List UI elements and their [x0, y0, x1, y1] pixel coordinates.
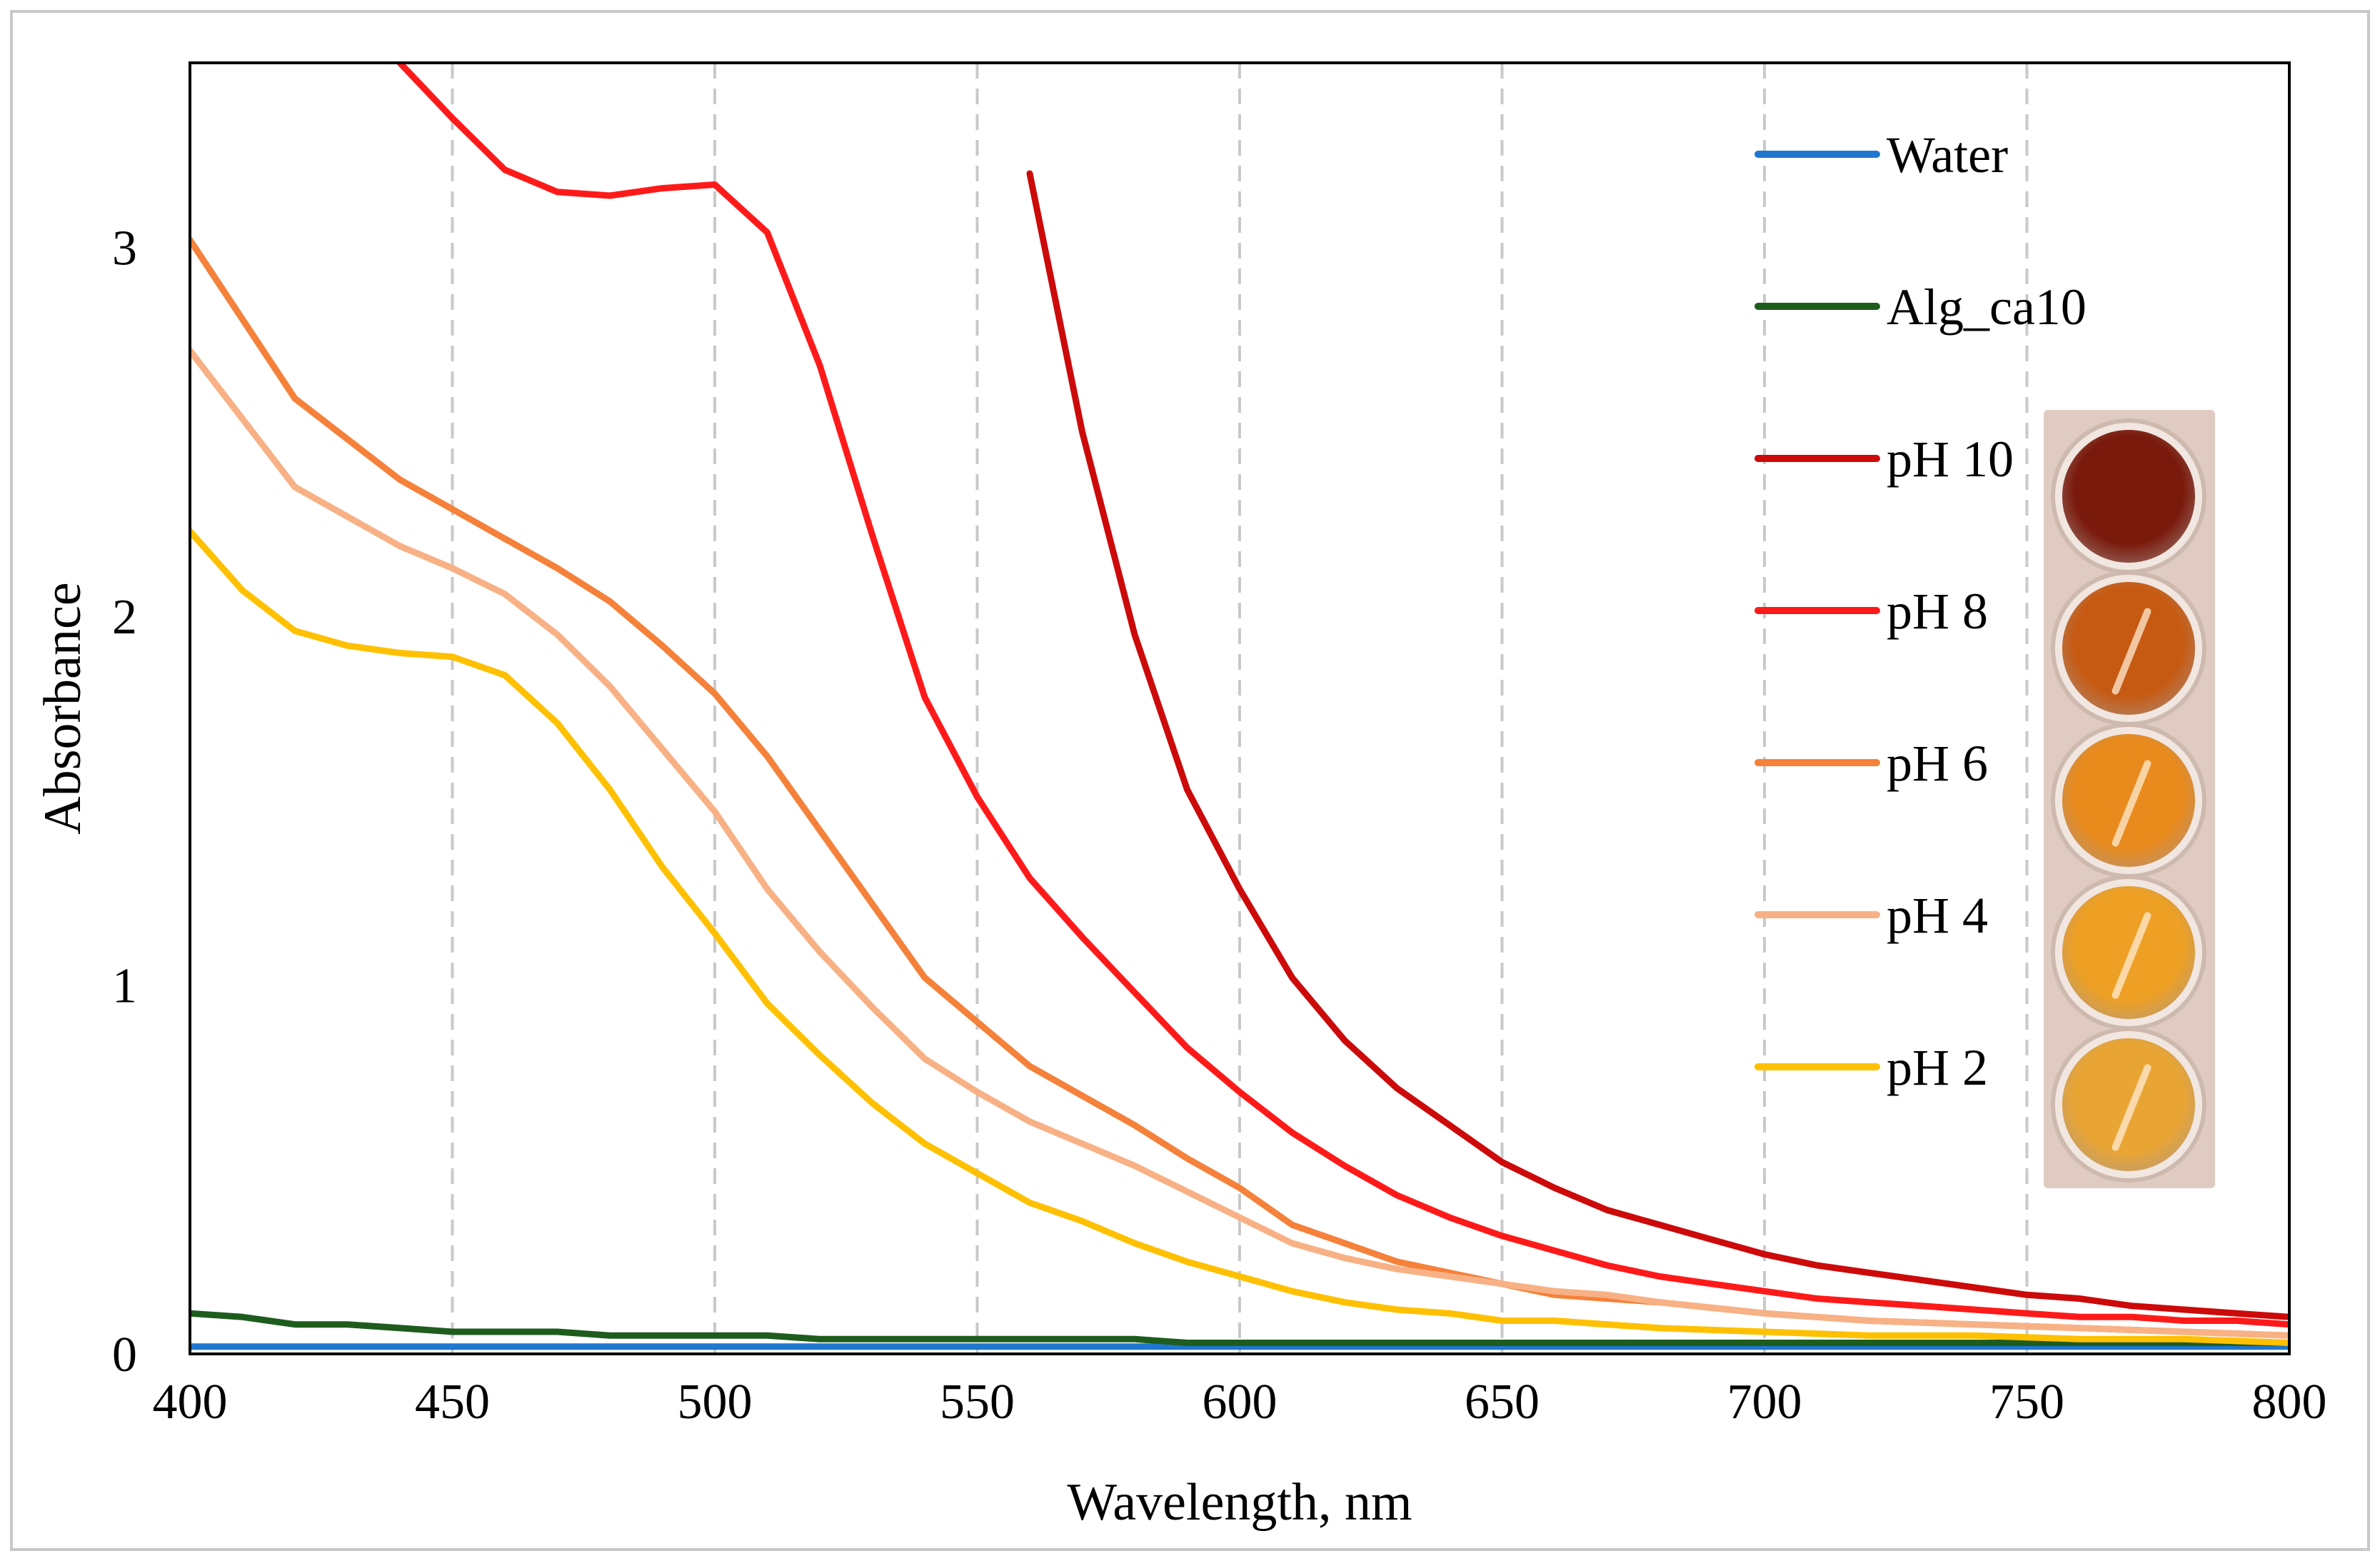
x-tick-label-400: 400: [153, 1375, 228, 1430]
x-tick-label-650: 650: [1465, 1375, 1540, 1430]
well-divider: [2111, 910, 2152, 1000]
y-tick-label-1: 1: [112, 958, 137, 1013]
legend-label-ph-8: pH 8: [1887, 583, 1988, 640]
legend-label-ph-2: pH 2: [1887, 1039, 1988, 1096]
y-tick-label-0: 0: [112, 1327, 137, 1382]
well-divider: [2111, 758, 2152, 848]
series-line-ph-2: [190, 528, 2289, 1346]
y-tick-label-3: 3: [112, 221, 137, 276]
grid-lines: [451, 63, 2029, 1354]
sample-well-ph-8: [2062, 582, 2195, 715]
series-line-ph-10: [1026, 170, 2289, 1320]
sample-wells-photo: [2044, 410, 2215, 1188]
legend-label-ph-6: pH 6: [1887, 735, 1988, 792]
x-tick-label-450: 450: [415, 1375, 490, 1430]
x-tick-label-550: 550: [940, 1375, 1015, 1430]
x-axis-title: Wavelength, nm: [1067, 1473, 1412, 1532]
series-line-alg-ca10: [190, 1310, 2289, 1346]
well-divider: [2111, 1063, 2152, 1153]
x-tick-label-500: 500: [678, 1375, 753, 1430]
legend-label-ph-4: pH 4: [1887, 887, 1988, 944]
x-tick-label-600: 600: [1202, 1375, 1277, 1430]
sample-well-ph-6: [2062, 734, 2195, 867]
legend-label-water: Water: [1887, 126, 2008, 184]
sample-well-ph-2: [2062, 1038, 2195, 1171]
series-lines: [190, 63, 2289, 1350]
x-tick-label-700: 700: [1727, 1375, 1802, 1430]
well-divider: [2111, 606, 2152, 696]
y-axis-ticks: 0 1 2 3: [112, 221, 137, 1382]
series-line-ph-8: [396, 63, 2289, 1328]
sample-well-ph-10: [2062, 430, 2195, 563]
y-axis-title: Absorbance: [34, 582, 92, 834]
legend-label-alg-ca10: Alg_ca10: [1887, 278, 2087, 336]
legend: Water Alg_ca10 pH 10 pH 8 pH 6 pH 4 pH 2: [1754, 126, 2087, 1096]
y-tick-label-2: 2: [112, 590, 137, 645]
x-tick-label-750: 750: [1989, 1375, 2064, 1430]
legend-label-ph-10: pH 10: [1887, 431, 2014, 488]
plot-area-border: [189, 61, 2291, 1355]
x-axis-ticks: 400 450 500 550 600 650 700 750 800: [153, 1375, 2327, 1430]
sample-well-ph-4: [2062, 886, 2195, 1019]
series-line-ph-4: [190, 347, 2289, 1339]
figure-frame: [10, 10, 2370, 1551]
x-tick-label-800: 800: [2252, 1375, 2327, 1430]
